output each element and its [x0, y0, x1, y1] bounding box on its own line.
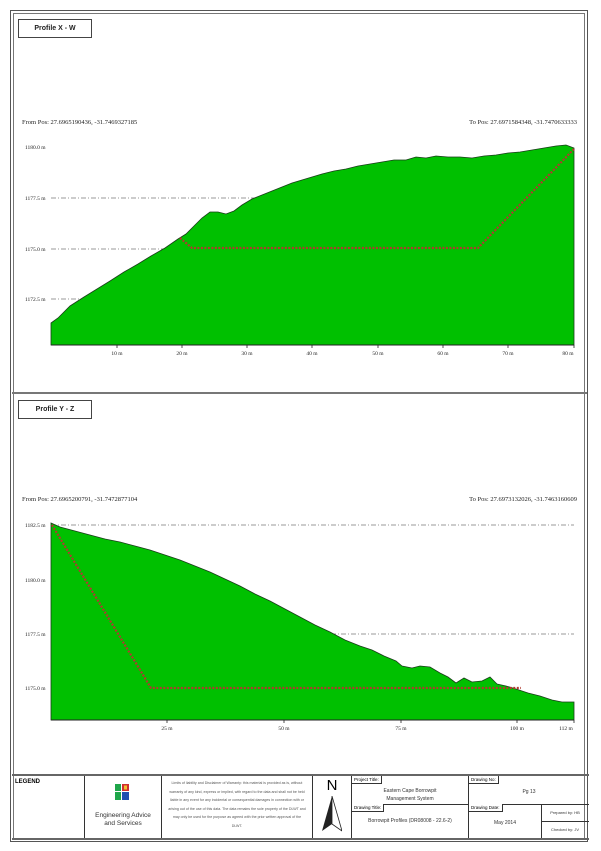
svg-text:1172.5 m: 1172.5 m: [25, 297, 46, 303]
drawing-title: Borrowpit Profiles (DR08008 - 22.6-2): [368, 818, 452, 824]
ground-profile-area: [50, 144, 575, 346]
design-cut-line: [51, 524, 521, 690]
x-axis-ticks: 25 m 50 m 75 m 100 m 112 m: [161, 726, 573, 732]
project-title: Eastern Cape Borrowpit Management System: [383, 788, 437, 802]
north-arrow-cell: N: [313, 776, 352, 838]
svg-text:25 m: 25 m: [161, 726, 173, 732]
svg-text:60 m: 60 m: [437, 351, 449, 357]
drawing-no-box: Drawing No: Pg 13: [469, 776, 589, 805]
svg-text:20 m: 20 m: [176, 351, 188, 357]
from-position: From Pos: 27.6965200791, -31.7472877104: [22, 496, 138, 503]
profile-panel-xw: Profile X - W From Pos: 27.6965190436, -…: [12, 12, 587, 394]
svg-text:70 m: 70 m: [502, 351, 514, 357]
svg-text:75 m: 75 m: [395, 726, 407, 732]
svg-text:10 m: 10 m: [111, 351, 123, 357]
drawing-info-cell: Drawing No: Pg 13 Drawing Date: May 2014…: [469, 776, 589, 838]
legend-label: LEGEND: [15, 779, 41, 785]
page-frame: [10, 10, 588, 842]
north-arrow-icon: [322, 796, 342, 832]
company-cell: Engineering Advice and Services: [85, 776, 162, 838]
project-title-label: Project Title:: [352, 776, 382, 784]
y-axis-ticks: 1182.5 m 1180.0 m 1177.5 m 1175.0 m: [25, 523, 46, 692]
company-name: Engineering Advice and Services: [95, 812, 151, 827]
to-position: To Pos: 27.6973132026, -31.7463160609: [469, 496, 577, 503]
drawing-no: Pg 13: [522, 789, 536, 795]
profile-title: Profile Y - Z: [18, 400, 92, 419]
drawing-date-box: Drawing Date: May 2014: [469, 804, 542, 838]
north-label: N: [326, 777, 338, 794]
svg-text:1182.5 m: 1182.5 m: [25, 523, 46, 529]
y-axis-ticks: 1180.0 m 1177.5 m 1175.0 m 1172.5 m: [25, 145, 46, 303]
disclaimer-cell: Limits of liability and Disclaimer of Wa…: [162, 776, 313, 838]
svg-text:30 m: 30 m: [241, 351, 253, 357]
svg-text:112 m: 112 m: [559, 726, 573, 732]
prepared-by: Prepared by: HB: [550, 810, 580, 815]
ground-profile-area: [50, 522, 575, 721]
checked-by-box: Checked by: JV: [541, 821, 589, 838]
project-title-box: Project Title: Eastern Cape Borrowpit Ma…: [352, 776, 468, 805]
title-block: LEGEND Engineering Advice and Services L…: [12, 774, 589, 840]
svg-text:1175.0 m: 1175.0 m: [25, 686, 46, 692]
svg-text:1180.0 m: 1180.0 m: [25, 578, 46, 584]
drawing-title-label: Drawing Title:: [352, 804, 385, 812]
company-logo-icon: [115, 784, 129, 800]
svg-text:40 m: 40 m: [306, 351, 318, 357]
svg-text:1177.5 m: 1177.5 m: [25, 196, 46, 202]
svg-text:1180.0 m: 1180.0 m: [25, 145, 46, 151]
drawing-date-label: Drawing Date:: [469, 804, 503, 812]
legend-cell: LEGEND: [12, 776, 85, 838]
drawing-no-label: Drawing No:: [469, 776, 499, 784]
disclaimer-text: Limits of liability and Disclaimer of Wa…: [168, 781, 306, 828]
profile-panel-yz: Profile Y - Z From Pos: 27.6965200791, -…: [12, 396, 587, 772]
svg-text:1177.5 m: 1177.5 m: [25, 632, 46, 638]
profile-chart-yz: 25 m 50 m 75 m 100 m 112 m 1182.5 m 1180…: [25, 522, 575, 732]
prepared-by-box: Prepared by: HB: [541, 804, 589, 822]
svg-text:1175.0 m: 1175.0 m: [25, 247, 46, 253]
profile-title: Profile X - W: [18, 19, 92, 38]
from-position: From Pos: 27.6965190436, -31.7469327185: [22, 119, 138, 126]
svg-text:100 m: 100 m: [510, 726, 525, 732]
profile-chart-xw: 10 m 20 m 30 m 40 m 50 m 60 m 70 m 80 m …: [25, 144, 575, 357]
svg-text:50 m: 50 m: [278, 726, 290, 732]
svg-text:50 m: 50 m: [372, 351, 384, 357]
checked-by: Checked by: JV: [550, 827, 579, 832]
project-cell: Project Title: Eastern Cape Borrowpit Ma…: [352, 776, 469, 838]
drawing-title-box: Drawing Title: Borrowpit Profiles (DR080…: [352, 804, 468, 838]
design-cut-line: [179, 148, 575, 250]
drawing-date: May 2014: [494, 820, 516, 826]
svg-text:80 m: 80 m: [562, 351, 574, 357]
to-position: To Pos: 27.6971584348, -31.7470633333: [469, 119, 577, 126]
x-axis-ticks: 10 m 20 m 30 m 40 m 50 m 60 m 70 m 80 m: [111, 351, 574, 357]
